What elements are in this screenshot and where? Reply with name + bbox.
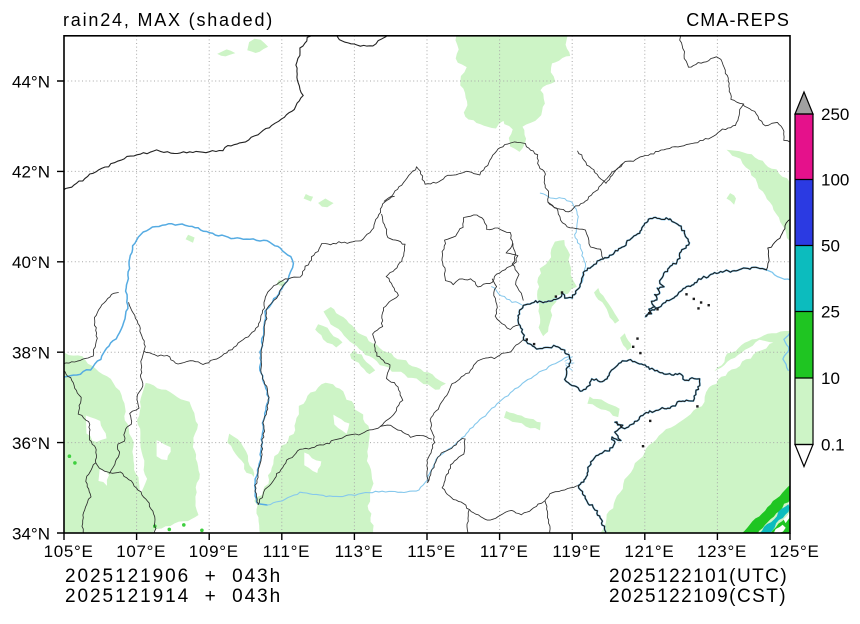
svg-text:117°E: 117°E bbox=[480, 542, 529, 561]
svg-text:2025121906 + 043h: 2025121906 + 043h bbox=[65, 566, 282, 587]
svg-text:50: 50 bbox=[821, 237, 840, 256]
svg-text:38°N: 38°N bbox=[12, 344, 50, 363]
svg-text:123°E: 123°E bbox=[697, 542, 747, 561]
svg-text:109°E: 109°E bbox=[189, 542, 239, 561]
svg-text:36°N: 36°N bbox=[12, 434, 50, 453]
svg-text:42°N: 42°N bbox=[12, 163, 50, 182]
svg-text:113°E: 113°E bbox=[335, 542, 384, 561]
svg-text:25: 25 bbox=[821, 303, 840, 322]
svg-text:2025122101(UTC): 2025122101(UTC) bbox=[609, 566, 788, 587]
svg-text:119°E: 119°E bbox=[552, 542, 601, 561]
svg-text:105°E: 105°E bbox=[44, 542, 94, 561]
svg-text:rain24, MAX (shaded): rain24, MAX (shaded) bbox=[63, 10, 274, 30]
svg-text:CMA-REPS: CMA-REPS bbox=[686, 10, 790, 30]
svg-text:100: 100 bbox=[821, 171, 849, 190]
svg-text:115°E: 115°E bbox=[407, 542, 456, 561]
svg-text:10: 10 bbox=[821, 369, 840, 388]
svg-text:40°N: 40°N bbox=[12, 253, 50, 272]
svg-text:250: 250 bbox=[821, 105, 849, 124]
svg-text:125°E: 125°E bbox=[770, 542, 820, 561]
svg-text:111°E: 111°E bbox=[263, 542, 310, 561]
svg-text:107°E: 107°E bbox=[116, 542, 166, 561]
svg-text:0.1: 0.1 bbox=[821, 436, 845, 455]
svg-text:44°N: 44°N bbox=[12, 72, 50, 91]
svg-text:121°E: 121°E bbox=[624, 542, 674, 561]
svg-text:34°N: 34°N bbox=[12, 524, 50, 543]
svg-text:2025121914 + 043h: 2025121914 + 043h bbox=[65, 586, 282, 607]
svg-text:2025122109(CST): 2025122109(CST) bbox=[609, 586, 787, 607]
